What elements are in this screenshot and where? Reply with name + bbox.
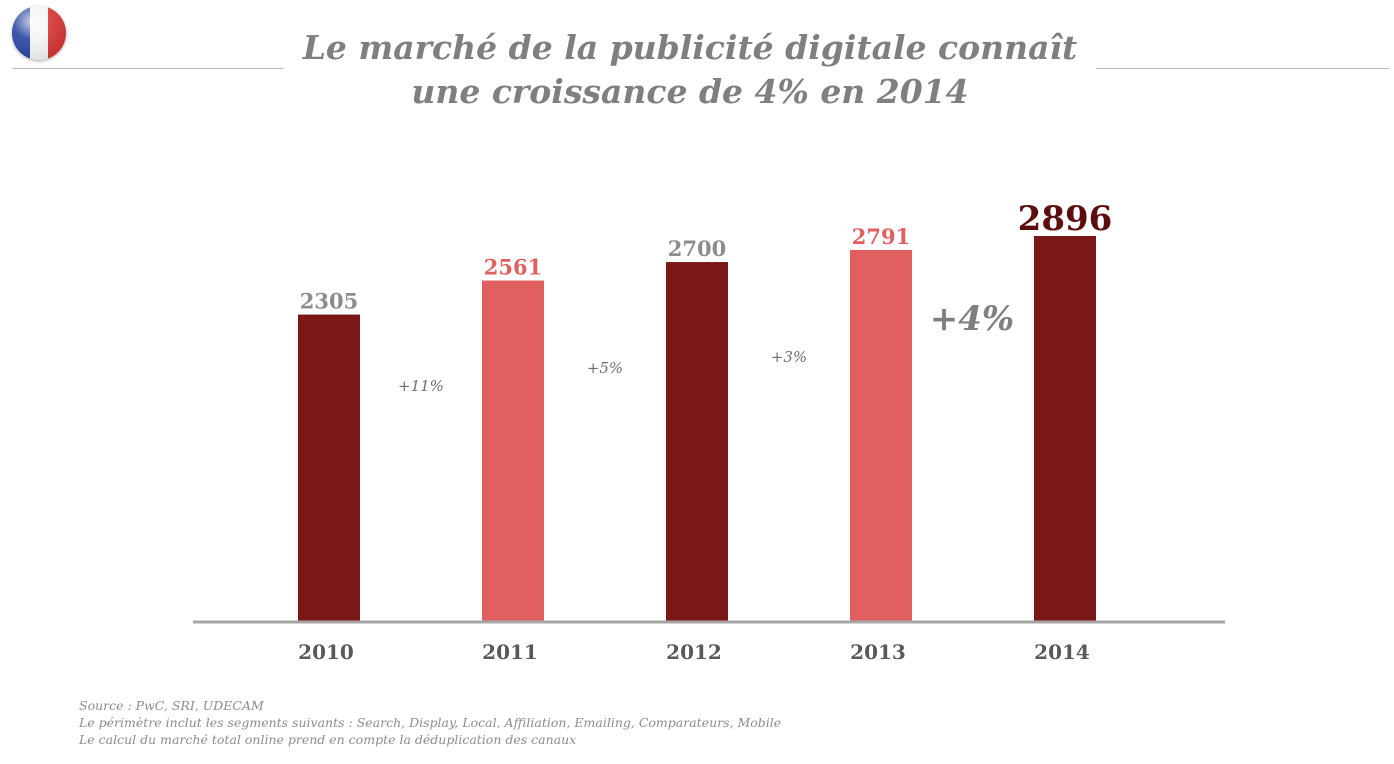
x-tick-2014: 2014 — [1034, 640, 1090, 664]
bar-2010 — [298, 314, 360, 621]
x-tick-2010: 2010 — [298, 640, 354, 664]
x-tick-2013: 2013 — [850, 640, 906, 664]
bar-2012 — [666, 262, 728, 621]
data-label-2011: 2561 — [484, 255, 542, 280]
growth-label-4: +4% — [930, 299, 1014, 339]
header-rule-left — [12, 68, 284, 69]
scope-note: Le périmètre inclut les segments suivant… — [79, 715, 782, 730]
footnotes: Source : PwC, SRI, UDECAM Le périmètre i… — [79, 697, 781, 748]
data-label-2010: 2305 — [300, 289, 358, 314]
header-rule-right — [1096, 68, 1390, 69]
bar-2013 — [850, 249, 912, 621]
bar-2011 — [482, 280, 544, 621]
bar-2014 — [1034, 236, 1096, 621]
page-title: Le marché de la publicité digitale conna… — [290, 26, 1090, 114]
data-label-2014: 2896 — [1018, 199, 1113, 239]
dedup-note: Le calcul du marché total online prend e… — [79, 732, 577, 747]
growth-label-1: +11% — [398, 377, 444, 395]
growth-label-2: +5% — [587, 359, 623, 377]
source-note: Source : PwC, SRI, UDECAM — [79, 698, 264, 713]
growth-label-3: +3% — [771, 348, 807, 366]
title-line-1: Le marché de la publicité digitale conna… — [302, 28, 1078, 67]
title-line-2: une croissance de 4% en 2014 — [411, 72, 969, 111]
france-flag-icon — [12, 6, 66, 60]
x-tick-2012: 2012 — [666, 640, 722, 664]
data-label-2013: 2791 — [852, 224, 910, 249]
x-tick-2011: 2011 — [482, 640, 538, 664]
data-label-2012: 2700 — [668, 236, 726, 261]
